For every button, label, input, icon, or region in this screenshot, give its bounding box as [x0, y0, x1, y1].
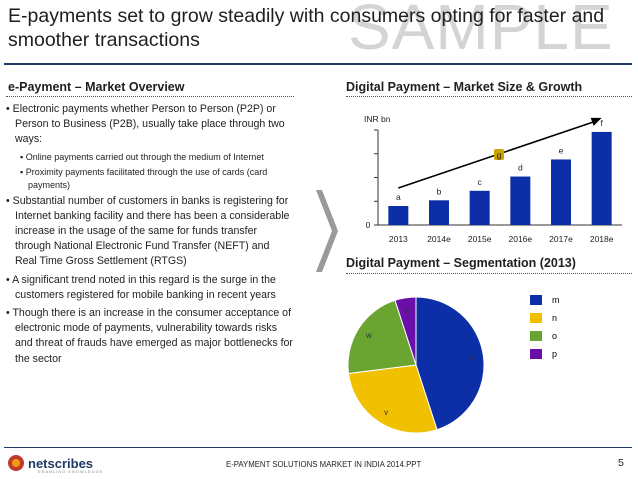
x-tick-label: 2014e	[427, 234, 451, 244]
market-size-heading: Digital Payment – Market Size & Growth	[346, 80, 583, 94]
pie-slice	[394, 296, 417, 366]
bar	[388, 206, 409, 225]
segmentation-heading: Digital Payment – Segmentation (2013)	[346, 256, 576, 270]
market-overview-heading: e-Payment – Market Overview	[8, 80, 185, 94]
overview-bullets: • Electronic payments whether Person to …	[6, 102, 294, 370]
x-tick-label: 2018e	[590, 234, 614, 244]
data-label: c	[478, 177, 483, 187]
slice-label: w	[365, 331, 372, 340]
bullet-item: • Though there is an increase in the con…	[6, 307, 293, 365]
trend-label-box	[494, 148, 504, 160]
data-label: f	[600, 118, 603, 128]
legend-label: m	[552, 295, 560, 305]
pie-slice	[415, 296, 485, 431]
bar	[591, 131, 612, 225]
bar	[510, 176, 531, 225]
chevron-arrow-icon	[316, 190, 338, 272]
legend-label: p	[552, 349, 558, 359]
segmentation-divider	[346, 273, 632, 275]
sub-bullet-item: ▪ Proximity payments facilitated through…	[20, 166, 268, 190]
legend-swatch	[530, 349, 542, 359]
legend-item: m	[530, 291, 560, 309]
legend-swatch	[530, 313, 542, 323]
legend-item: n	[530, 309, 560, 327]
data-label: a	[396, 192, 401, 202]
bar	[429, 200, 449, 225]
legend-swatch	[530, 331, 542, 341]
logo-text: netscribes	[28, 455, 94, 471]
y-axis-label: INR bn	[364, 114, 391, 124]
page-number: 5	[618, 457, 624, 469]
legend-item: o	[530, 327, 560, 345]
bullet-item: • A significant trend noted in this rega…	[6, 273, 276, 301]
title-divider	[4, 63, 632, 65]
pie-slice	[347, 299, 417, 375]
pie-slice	[347, 364, 438, 434]
watermark: SAMPLE	[348, 0, 614, 63]
x-tick-label: 2013	[389, 234, 408, 244]
footer-title: E-PAYMENT SOLUTIONS MARKET IN INDIA 2014…	[226, 460, 422, 469]
trend-label: g	[497, 150, 502, 160]
bullet-item: • Electronic payments whether Person to …	[6, 103, 285, 146]
x-tick-label: 2015e	[468, 234, 492, 244]
data-label: e	[559, 145, 564, 155]
data-label: d	[518, 163, 523, 173]
legend-swatch	[530, 295, 542, 305]
overview-divider	[6, 96, 294, 98]
legend-label: n	[552, 313, 558, 323]
market-size-bar-chart: INR bn 0 a 2013 b 2014e c 2015e d 2016e e 2017e f 201…	[364, 114, 622, 244]
logo-icon	[8, 455, 24, 471]
legend-label: o	[552, 331, 558, 341]
slice-label: x	[405, 306, 409, 315]
legend-item: p	[530, 345, 560, 363]
data-label: b	[437, 186, 442, 196]
logo-tagline: ENABLING KNOWLEDGE	[38, 469, 104, 474]
slice-label: u	[469, 352, 473, 361]
sub-bullet-item: ▪ Online payments carried out through th…	[20, 151, 264, 162]
x-tick-label: 2016e	[509, 234, 533, 244]
bullet-item: • Substantial number of customers in ban…	[6, 194, 290, 268]
footer-divider	[4, 447, 632, 448]
company-logo: netscribes ENABLING KNOWLEDGE	[8, 455, 102, 474]
bar	[469, 190, 490, 225]
segmentation-pie-chart: u v w x	[347, 296, 485, 434]
slice-label: v	[384, 408, 388, 417]
x-tick-label: 2017e	[549, 234, 573, 244]
bar	[551, 159, 571, 225]
y-tick-label: 0	[366, 220, 371, 230]
market-size-divider	[346, 96, 632, 98]
trend-arrowhead	[590, 117, 602, 126]
slide-title: E-payments set to grow steadily with con…	[8, 5, 605, 51]
